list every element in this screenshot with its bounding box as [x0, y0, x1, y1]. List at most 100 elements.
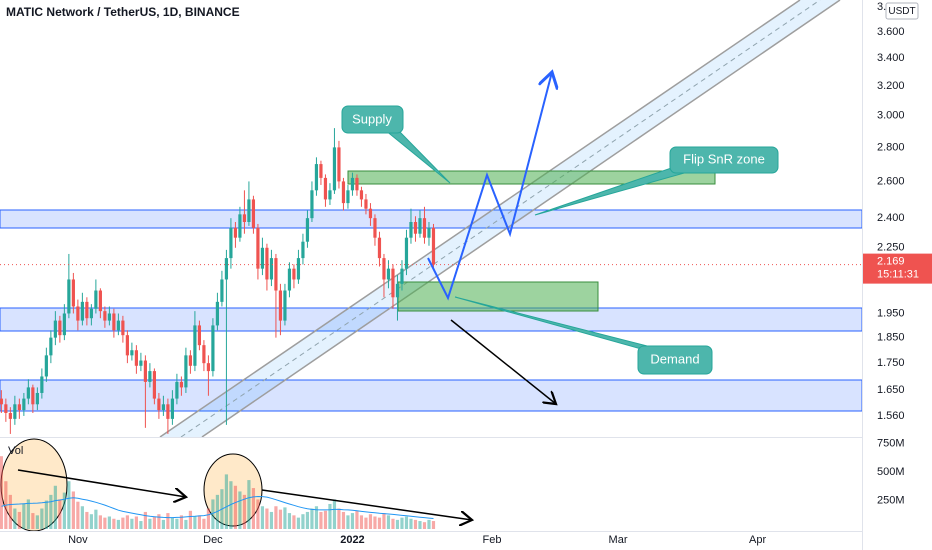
y-tick-label: 1.950 — [877, 307, 905, 319]
volume-bar — [292, 515, 296, 529]
candle-body — [215, 301, 220, 326]
candle-body — [346, 190, 350, 204]
volume-bar — [53, 485, 57, 529]
arrow — [450, 319, 556, 404]
candle-body — [350, 177, 355, 191]
x-tick-label: 2022 — [340, 534, 364, 546]
volume-bar — [184, 519, 188, 529]
candle-body — [152, 371, 156, 399]
candle-body — [0, 398, 3, 405]
y-tick-label: 1.850 — [877, 332, 905, 344]
y-tick-label: 2.400 — [877, 212, 905, 224]
volume-bar — [404, 516, 409, 529]
candle-body — [310, 190, 314, 219]
candle-body — [382, 258, 386, 280]
candle-body — [265, 247, 269, 280]
callout — [669, 146, 779, 174]
candle-body — [341, 181, 346, 204]
candle-body — [319, 164, 323, 178]
volume-bar — [76, 501, 80, 529]
candle-body — [251, 199, 256, 228]
volume-bar — [143, 511, 147, 529]
candle-body — [274, 258, 278, 291]
candle-body — [256, 227, 260, 269]
volume-bar — [229, 481, 233, 529]
volume-bar — [170, 517, 174, 529]
candles — [0, 128, 436, 434]
volume-bar — [391, 518, 395, 529]
volume-bar — [359, 515, 364, 529]
volume-bar — [40, 508, 44, 529]
volume-bar — [319, 511, 323, 529]
candle-body — [13, 404, 17, 419]
y-tick-label: 2.800 — [877, 141, 905, 153]
volume-bar — [251, 488, 256, 529]
x-tick-label: Mar — [609, 534, 628, 546]
volume-bar — [148, 518, 152, 529]
candle-body — [148, 371, 152, 382]
volume-bar — [283, 507, 287, 529]
candle-body — [427, 227, 431, 238]
channel-mid — [180, 0, 821, 437]
volume-tick-label: 250M — [877, 494, 905, 506]
volume-bar — [377, 517, 382, 529]
volume-bar — [130, 518, 134, 529]
volume-bar — [116, 519, 120, 529]
candle-body — [206, 363, 211, 372]
volume-bar — [341, 511, 346, 529]
last-price-box — [863, 253, 932, 284]
volume-bar — [179, 515, 184, 529]
candle-body — [413, 221, 418, 234]
x-tick-label: Dec — [203, 534, 223, 546]
volume-bar — [161, 519, 165, 529]
candle-body — [179, 381, 184, 388]
volume-bar — [431, 521, 436, 529]
candle-body — [359, 190, 364, 200]
axes: 1.560 1.650 1.750 1.850 1.950 2.250 2.400 2.600… — [68, 1, 904, 546]
candle-body — [17, 404, 21, 411]
candle-body — [391, 268, 395, 298]
y-tick-label: 1.750 — [877, 357, 905, 369]
volume-bar — [278, 509, 283, 529]
volume-bar — [80, 506, 84, 529]
candle-body — [121, 320, 125, 336]
candle-body — [296, 258, 301, 280]
candle-body — [58, 320, 62, 336]
channel-fill — [160, 0, 840, 437]
candle-body — [373, 218, 377, 238]
candle-body — [175, 381, 179, 399]
candle-body — [305, 218, 310, 242]
volume-bar — [296, 517, 301, 529]
volume-bar — [314, 506, 319, 529]
candle-body — [188, 355, 193, 366]
volume-bar — [274, 506, 278, 529]
candle-body — [314, 164, 319, 191]
candle-body — [40, 376, 44, 393]
volume-bar — [242, 494, 247, 529]
candle-body — [332, 147, 337, 191]
candle-body — [170, 398, 174, 419]
candle-body — [98, 290, 102, 312]
last-price-label: 2.169 15:11:31 — [863, 253, 932, 284]
volume-bar — [17, 511, 21, 529]
callout — [341, 105, 404, 134]
volume-bar — [305, 511, 310, 529]
candle-body — [418, 218, 422, 234]
volume-bar — [373, 516, 377, 529]
volume-bar — [188, 510, 193, 529]
volume-bar — [395, 519, 400, 529]
volume-bar — [31, 513, 35, 529]
volume-bar — [364, 517, 368, 529]
volume-bar — [400, 517, 404, 529]
candle-body — [386, 268, 391, 280]
candle-body — [364, 199, 368, 209]
callout — [637, 345, 713, 375]
volume-bar — [247, 480, 251, 529]
candle-body — [301, 241, 305, 259]
volume-bar — [125, 515, 129, 529]
volume-tick-label: 500M — [877, 466, 905, 478]
volume-bar — [323, 510, 328, 529]
candle-body — [166, 404, 170, 419]
callout-text: Supply — [352, 111, 392, 126]
volume-bar — [269, 511, 274, 529]
